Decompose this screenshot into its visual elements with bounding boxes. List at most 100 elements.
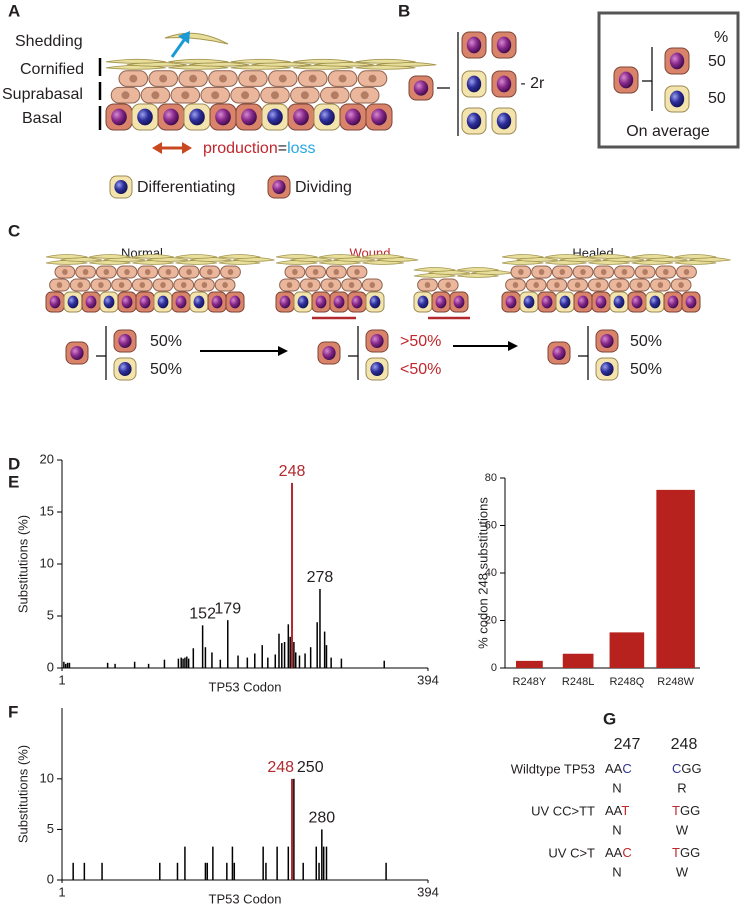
codon-number: 247: [614, 736, 641, 753]
nucleus: [667, 295, 679, 309]
y-axis-label: % codon 248 substitutions: [475, 497, 490, 649]
nucleus: [533, 282, 539, 288]
legend-label: Dividing: [295, 179, 352, 196]
codon: AAC: [605, 761, 632, 776]
nucleus: [595, 295, 607, 309]
nucleus: [559, 295, 571, 309]
nucleus: [248, 74, 257, 83]
nucleus: [121, 295, 133, 309]
unit-label: %: [714, 29, 728, 46]
codon-number: 248: [671, 736, 698, 753]
panel-label: F: [8, 702, 18, 721]
x-tick-label: 1: [58, 672, 65, 687]
amino-acid: N: [612, 822, 621, 837]
nucleus: [114, 179, 128, 195]
nucleus: [523, 295, 535, 309]
nucleus: [518, 269, 524, 275]
nucleus: [496, 36, 512, 54]
nucleus: [98, 282, 104, 288]
nucleus: [663, 269, 669, 275]
base: AA: [605, 761, 623, 776]
nucleus: [103, 269, 110, 275]
cornified-cell: [355, 58, 416, 64]
nucleus: [222, 282, 228, 288]
nucleus: [279, 295, 291, 309]
nucleus: [552, 345, 566, 361]
base: C: [672, 761, 681, 776]
panel-label: E: [8, 472, 19, 491]
nucleus: [137, 108, 153, 126]
x-tick-label: R248L: [562, 676, 594, 688]
codon: TGG: [672, 845, 700, 860]
shed-arrow: [170, 39, 186, 58]
nucleus: [270, 91, 280, 100]
nucleus: [554, 282, 560, 288]
fraction: >50%: [400, 333, 441, 350]
row-label: UV CC>TT: [531, 803, 595, 818]
balance-term: production: [203, 140, 278, 157]
nucleus: [129, 74, 138, 83]
cornified-cell: [218, 254, 261, 259]
codon: AAT: [605, 803, 629, 818]
cornified-cell: [275, 254, 318, 259]
nucleus: [466, 36, 482, 54]
nucleus: [466, 112, 482, 130]
nucleus: [124, 269, 130, 275]
nucleus: [512, 282, 519, 288]
y-tick-label: 0: [47, 871, 54, 886]
average-value: 50: [708, 90, 726, 107]
arrow-head: [508, 341, 518, 351]
x-axis-label: TP53 Codon: [209, 891, 282, 906]
balance-arrow-head: [152, 142, 192, 154]
average-box: [597, 11, 740, 149]
nucleus: [163, 108, 179, 126]
bar: [609, 632, 645, 668]
nucleus: [351, 295, 363, 309]
layer-label: Shedding: [15, 33, 83, 50]
nucleus: [297, 295, 309, 309]
nucleus: [538, 269, 545, 275]
nucleus: [319, 108, 335, 126]
nucleus: [354, 269, 360, 275]
cornified-cell: [45, 254, 88, 259]
base: GG: [680, 803, 700, 818]
nucleus: [370, 361, 384, 377]
balance-term: loss: [287, 140, 315, 157]
nucleus: [649, 295, 661, 309]
cornified-cell: [362, 254, 404, 259]
nucleus: [685, 295, 697, 309]
nucleus: [160, 282, 166, 288]
nucleus: [278, 74, 287, 83]
bar: [656, 489, 695, 668]
cornified-cell: [457, 267, 499, 272]
base: AA: [605, 803, 623, 818]
nucleus: [371, 108, 387, 126]
x-tick-label: 394: [417, 884, 439, 899]
nucleus: [267, 108, 283, 126]
nucleus: [103, 295, 115, 309]
cornified-cell: [230, 58, 291, 64]
nucleus: [286, 282, 293, 288]
annotation: 179: [214, 600, 241, 617]
nucleus: [621, 269, 628, 275]
nucleus: [580, 269, 586, 275]
base: AA: [605, 845, 623, 860]
amino-acid: W: [676, 864, 689, 879]
base: T: [621, 803, 629, 818]
nucleus: [669, 52, 685, 70]
nucleus: [67, 295, 79, 309]
nucleus: [77, 282, 83, 288]
nucleus: [613, 295, 625, 309]
cornified-cell: [319, 254, 361, 259]
panel-label: D: [8, 454, 20, 473]
nucleus: [333, 269, 340, 275]
nucleus: [308, 74, 317, 83]
nucleus: [144, 269, 151, 275]
nucleus: [180, 282, 187, 288]
nucleus: [151, 91, 160, 100]
nucleus: [338, 74, 347, 83]
cornified-cell: [501, 254, 544, 259]
panel-label: B: [398, 1, 410, 20]
panel-label: C: [8, 221, 20, 240]
y-tick-label: 10: [40, 555, 54, 570]
